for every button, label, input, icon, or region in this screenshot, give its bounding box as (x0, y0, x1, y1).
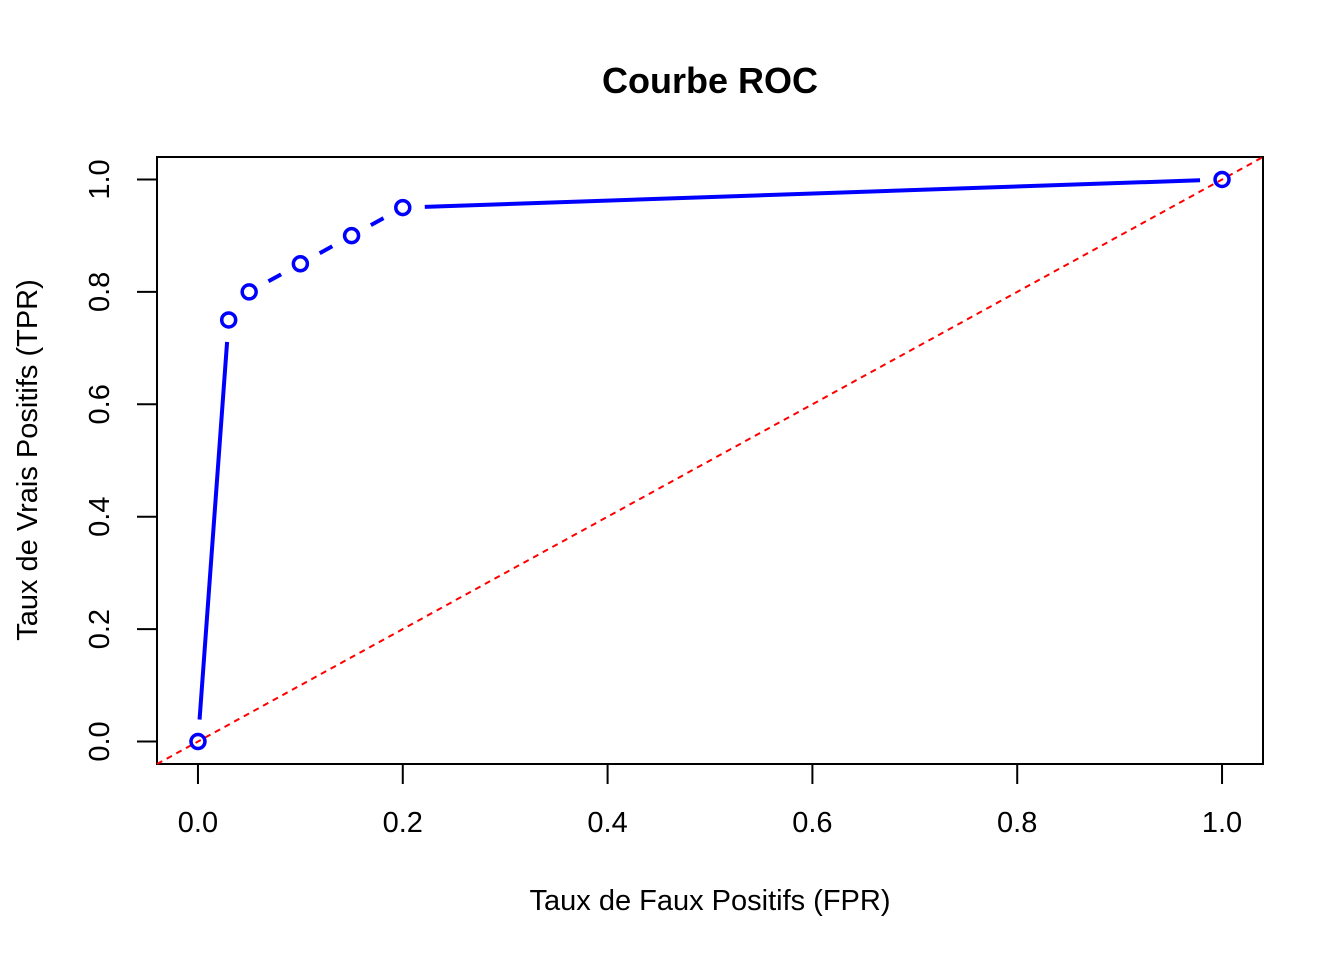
x-tick-label: 0.8 (997, 807, 1037, 839)
roc-line-segment (267, 272, 283, 284)
y-tick-label: 0.8 (84, 272, 116, 312)
chart-title: Courbe ROC (602, 60, 818, 101)
y-axis-label: Taux de Vrais Positifs (TPR) (12, 279, 44, 641)
roc-line-segment (369, 216, 385, 227)
x-tick-label: 1.0 (1202, 807, 1242, 839)
roc-point (394, 198, 412, 217)
y-tick-label: 0.6 (84, 384, 116, 424)
roc-point (240, 283, 258, 301)
reference-diagonal-line (156, 156, 1264, 765)
roc-line-segment (318, 244, 334, 255)
roc-point (291, 255, 310, 273)
x-tick-label: 0.4 (587, 807, 627, 839)
y-tick-label: 0.4 (84, 497, 116, 537)
y-tick-label: 0.0 (84, 721, 116, 761)
roc-point (1213, 170, 1231, 189)
roc-point (189, 732, 207, 751)
roc-line-segment (424, 178, 1201, 209)
x-axis-label: Taux de Faux Positifs (FPR) (530, 885, 891, 917)
x-tick-label: 0.2 (383, 807, 423, 839)
x-tick-label: 0.6 (792, 807, 832, 839)
y-tick-label: 1.0 (84, 159, 116, 199)
y-tick-label: 0.2 (84, 609, 116, 649)
roc-point (219, 311, 238, 329)
plot-layer (156, 156, 1264, 765)
roc-point (342, 226, 361, 245)
x-tick-label: 0.0 (178, 807, 218, 839)
roc-line-segment (197, 341, 230, 720)
